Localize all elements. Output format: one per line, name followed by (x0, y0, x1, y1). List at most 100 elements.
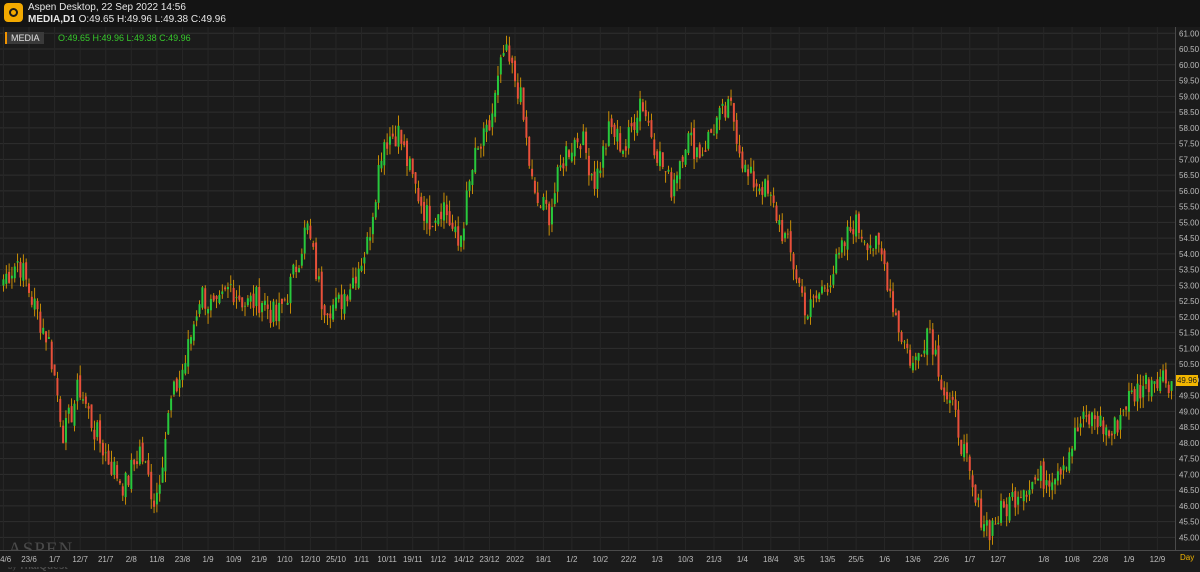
candle (857, 211, 860, 239)
candle (874, 235, 877, 255)
candle (263, 292, 266, 311)
candle-body (425, 205, 428, 224)
candle-body (329, 313, 332, 319)
candle (1062, 456, 1065, 479)
candle (823, 284, 826, 292)
x-tick-label: 1/7 (964, 555, 976, 564)
candle-body (255, 287, 258, 306)
candle (1099, 406, 1102, 427)
candle-body (596, 168, 599, 190)
x-tick-label: 21/7 (98, 555, 114, 564)
candle-body (303, 227, 306, 254)
candle-body (710, 129, 713, 133)
y-tick-label: 50.50 (1179, 360, 1200, 369)
candle (670, 167, 673, 201)
candle (235, 290, 238, 309)
candle (1116, 419, 1119, 436)
candle (482, 122, 485, 157)
symbol-timeframe: MEDIA,D1 (28, 14, 76, 25)
candle (1000, 493, 1003, 526)
candle (684, 149, 687, 168)
candle-body (676, 175, 679, 184)
candle-body (508, 45, 511, 62)
candle (988, 519, 991, 550)
candle-body (153, 500, 156, 507)
candle (934, 340, 937, 357)
candle (39, 303, 42, 340)
candle (90, 404, 93, 432)
candle-body (226, 287, 229, 290)
candle (948, 392, 951, 414)
candle-body (542, 196, 545, 210)
candle-body (940, 379, 943, 390)
candle-body (698, 144, 701, 158)
candle (116, 461, 119, 482)
candle-body (1125, 406, 1128, 410)
candle (525, 110, 528, 146)
time-axis[interactable]: 14/6 23/6 1/7 12/7 21/7 2/8 11/8 23/8 1/9 10/9 21/… (0, 550, 1200, 567)
x-tick-label: 14/12 (454, 555, 475, 564)
candle (16, 253, 19, 273)
candle-body (272, 301, 275, 322)
symbol-tag[interactable]: MEDIA (5, 32, 44, 44)
candle (158, 475, 161, 502)
candle-body (971, 475, 974, 488)
candle (590, 173, 593, 181)
candle (76, 373, 79, 410)
candle-body (315, 242, 318, 280)
candle-body (991, 520, 994, 536)
candle (73, 400, 76, 432)
candle (593, 160, 596, 196)
candle-body (568, 150, 571, 158)
candle (468, 179, 471, 198)
candle (460, 234, 463, 252)
candle (1142, 375, 1145, 408)
candle (556, 164, 559, 203)
candle (545, 190, 548, 210)
aspen-logo-icon[interactable] (4, 3, 23, 22)
price-axis[interactable]: 61.00 60.50 60.00 59.50 59.00 58.50 58.00 57.50… (1176, 27, 1200, 550)
candle-body (502, 53, 505, 56)
candle (931, 322, 934, 366)
candle (511, 55, 514, 74)
candle-body (869, 245, 872, 249)
candle (1110, 430, 1113, 446)
x-tick-label: 1/9 (202, 555, 214, 564)
candle (906, 338, 909, 354)
candle (1039, 460, 1042, 489)
candle-body (738, 145, 741, 154)
candle (343, 289, 346, 320)
candle (607, 111, 610, 147)
candle (735, 113, 738, 152)
candle-body (755, 183, 758, 187)
candle-body (562, 163, 565, 169)
candle-body (454, 226, 457, 233)
candle (334, 287, 337, 311)
x-tick-label: 10/3 (678, 555, 694, 564)
candle-body (721, 103, 724, 106)
candle (522, 87, 525, 122)
candle-body (431, 226, 434, 227)
candle (445, 195, 448, 224)
candle (1059, 466, 1062, 485)
candle (778, 214, 781, 233)
candlestick-chart[interactable] (0, 27, 1175, 550)
candle-body (982, 524, 985, 532)
candle-body (946, 391, 949, 400)
candle-body (724, 105, 727, 118)
x-tick-label: 21/9 (251, 555, 267, 564)
candle (548, 201, 551, 236)
candle (1025, 490, 1028, 503)
candle-body (209, 299, 212, 311)
x-tick-label: 1/6 (879, 555, 891, 564)
chart-area[interactable]: ASPEN by ThaiQuest (0, 27, 1176, 572)
candle-body (801, 286, 804, 293)
candle-body (715, 117, 718, 134)
candle (610, 114, 613, 135)
candle-body (357, 268, 360, 288)
period-label[interactable]: Day (1180, 553, 1195, 562)
candle (394, 125, 397, 147)
candle-body (482, 128, 485, 146)
candle-body (860, 236, 863, 239)
candle (1036, 468, 1039, 481)
